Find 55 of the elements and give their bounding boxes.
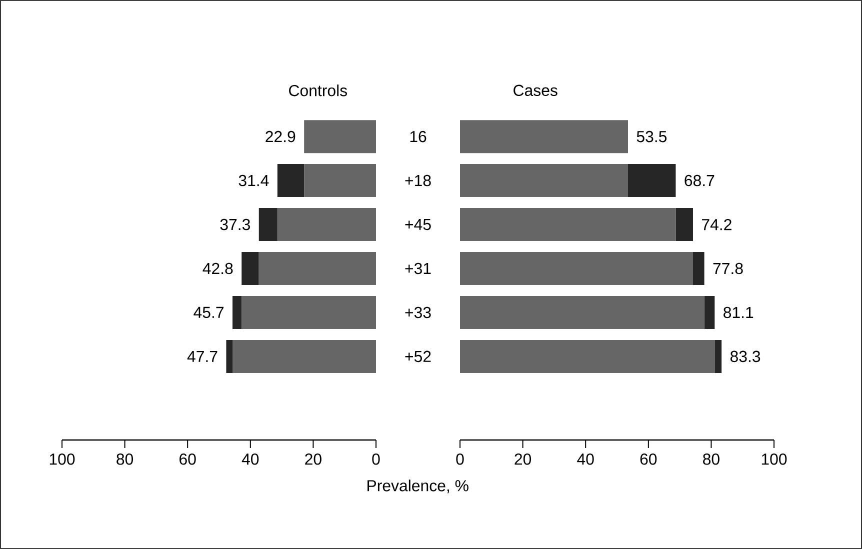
y-tick-label: +18 <box>405 174 431 186</box>
x-tick-label: 40 <box>577 454 594 465</box>
x-tick-label: 60 <box>180 454 196 465</box>
bar <box>460 252 693 285</box>
y-tick-label: +45 <box>405 218 431 230</box>
y-tick-label: +31 <box>405 262 431 274</box>
total-label: 83.3 <box>730 350 760 362</box>
bar <box>628 164 676 198</box>
total-label: 45.7 <box>194 306 224 318</box>
x-tick-label: 80 <box>703 454 720 465</box>
bar <box>232 340 376 373</box>
x-tick-label: 20 <box>305 454 322 465</box>
y-tick-label: +52 <box>405 350 431 362</box>
total-label: 47.7 <box>187 350 218 362</box>
bar <box>277 164 304 198</box>
x-tick-label: 80 <box>116 454 134 465</box>
bar <box>460 208 676 242</box>
bar <box>460 164 628 198</box>
bar <box>258 252 376 285</box>
bar <box>242 252 259 285</box>
bar <box>460 340 715 373</box>
bar <box>460 296 704 329</box>
x-tick-label: 0 <box>456 454 464 465</box>
bar <box>232 296 242 329</box>
y-tick-label: +33 <box>405 306 431 318</box>
x-tick-label: 20 <box>514 454 532 465</box>
bar <box>460 120 628 154</box>
total-label: 31.4 <box>238 174 269 186</box>
total-label: 77.8 <box>713 262 743 274</box>
total-label: 22.9 <box>266 130 296 142</box>
x-tick-label: 100 <box>762 454 787 465</box>
y-tick-label: 16 <box>410 130 426 142</box>
bar <box>226 340 232 373</box>
total-label: 74.2 <box>702 218 732 230</box>
x-tick-label: 100 <box>50 454 75 465</box>
total-label: 37.3 <box>220 218 250 230</box>
bar <box>714 340 722 373</box>
x-tick-label: 0 <box>372 454 380 465</box>
chart-title: Cases <box>514 84 558 96</box>
bar <box>304 164 376 198</box>
bar <box>692 252 704 285</box>
x-axis-title: Prevalence, % <box>368 480 468 494</box>
total-label: 42.8 <box>202 262 233 274</box>
bar <box>704 296 715 329</box>
bar <box>676 208 693 242</box>
bar <box>258 208 278 242</box>
bar <box>242 296 376 329</box>
x-tick-label: 60 <box>640 454 657 465</box>
x-tick-label: 40 <box>242 454 259 465</box>
bar <box>277 208 376 242</box>
bar <box>304 120 376 154</box>
total-label: 81.1 <box>724 306 754 318</box>
total-label: 68.7 <box>684 174 714 186</box>
chart-title: Controls <box>289 84 347 96</box>
total-label: 53.5 <box>636 130 667 142</box>
